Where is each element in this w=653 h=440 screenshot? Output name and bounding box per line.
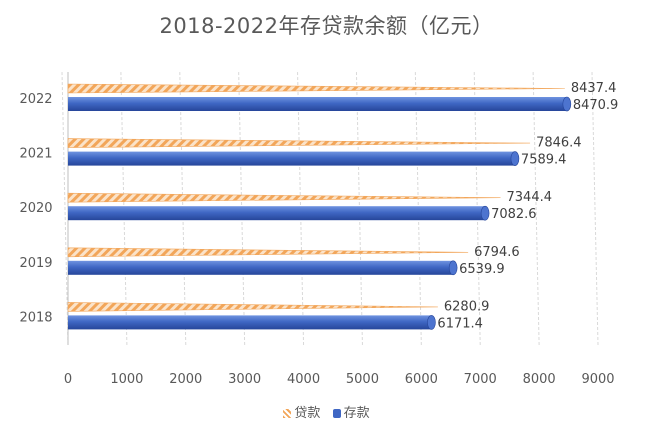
- bar-loan: [67, 302, 438, 312]
- bar-loan: [67, 247, 469, 258]
- bar-deposit-cap: [448, 260, 458, 276]
- bar-deposit-cap: [480, 205, 490, 221]
- data-label-loan: 6794.6: [474, 245, 520, 260]
- x-tick-label: 0: [64, 372, 72, 387]
- x-tick-label: 3000: [228, 372, 261, 387]
- data-label-deposit: 6171.4: [437, 316, 483, 331]
- data-label-deposit: 7082.6: [491, 207, 536, 222]
- x-tick-label: 2000: [169, 372, 202, 387]
- data-label-loan: 6280.9: [444, 299, 490, 314]
- legend-label-deposit: 存款: [343, 406, 370, 421]
- x-tick-label: 6000: [405, 372, 438, 387]
- bar-deposit: [68, 97, 567, 111]
- legend-item-deposit: 存款: [332, 402, 370, 421]
- y-tick-label: 2018: [19, 310, 52, 325]
- legend-swatch-loan: [283, 409, 292, 418]
- bar-deposit: [68, 315, 432, 330]
- bar-deposit-cap: [562, 96, 572, 112]
- bar-loan: [67, 192, 501, 203]
- data-label-loan: 8437.4: [571, 81, 617, 96]
- data-label-deposit: 6539.9: [459, 262, 505, 277]
- x-tick-label: 5000: [346, 372, 379, 387]
- y-tick-label: 2021: [19, 147, 52, 162]
- bar-deposit: [68, 151, 515, 166]
- grid-line: [61, 71, 69, 346]
- data-label-deposit: 8470.9: [573, 98, 619, 113]
- bar-loan: [67, 83, 565, 94]
- bar-deposit-cap: [510, 151, 520, 166]
- x-tick-label: 7000: [464, 372, 497, 387]
- bar-deposit: [68, 260, 454, 275]
- y-tick-label: 2020: [19, 201, 52, 216]
- bar-loan: [67, 138, 531, 148]
- chart-title: 2018-2022年存贷款余额（亿元）: [159, 14, 494, 38]
- data-label-deposit: 7589.4: [521, 153, 567, 168]
- x-tick-label: 8000: [523, 372, 556, 387]
- bar-deposit: [68, 206, 486, 221]
- x-tick-label: 4000: [287, 372, 320, 387]
- legend-label-loan: 贷款: [294, 406, 321, 421]
- data-label-loan: 7846.4: [536, 136, 582, 151]
- x-tick-label: 1000: [110, 372, 143, 387]
- y-tick-label: 2022: [19, 92, 52, 107]
- legend-item-loan: 贷款: [283, 402, 320, 421]
- legend: 贷款 存款: [0, 402, 653, 421]
- grid-line: [591, 71, 599, 346]
- legend-swatch-deposit: [332, 409, 341, 418]
- bar-deposit-cap: [427, 315, 436, 330]
- data-label-loan: 7344.4: [507, 190, 552, 205]
- x-tick-label: 9000: [581, 372, 614, 387]
- grid-line: [532, 71, 540, 346]
- y-tick-label: 2019: [19, 256, 52, 271]
